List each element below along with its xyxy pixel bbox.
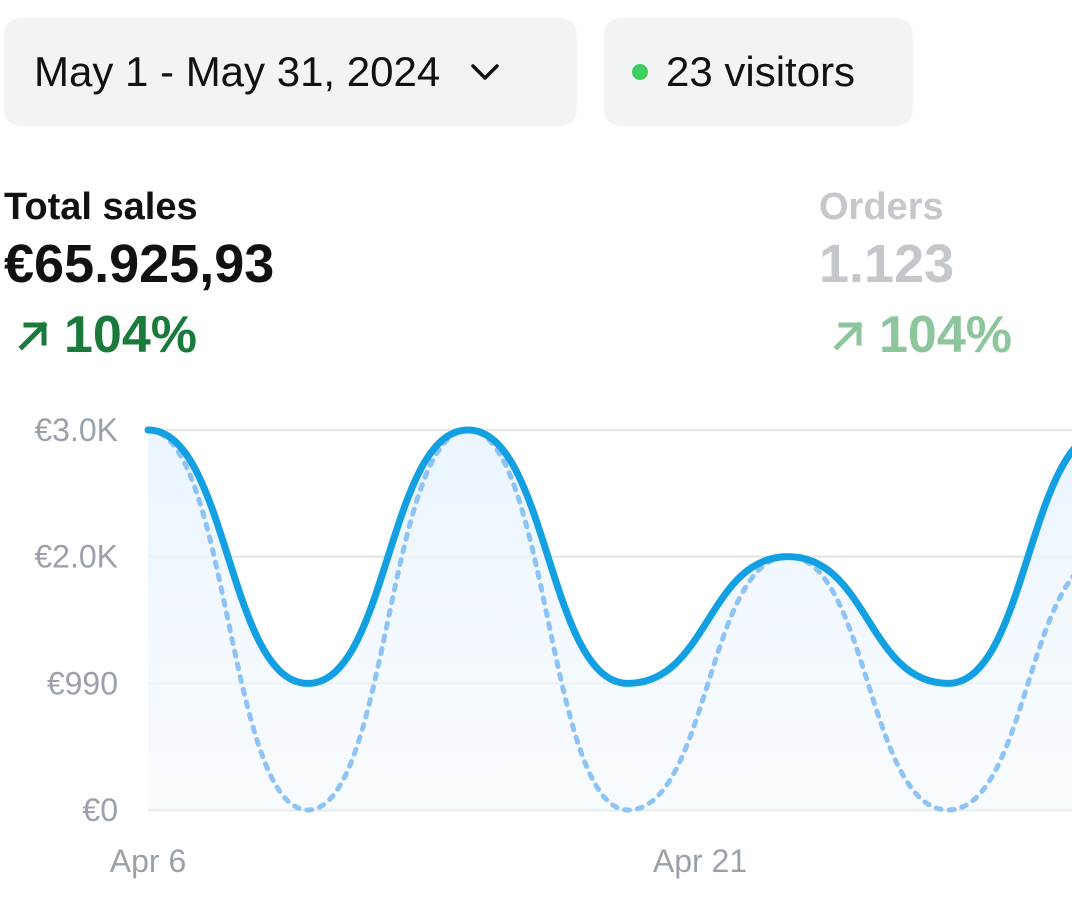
live-status-dot bbox=[632, 64, 648, 80]
chevron-down-icon bbox=[470, 63, 500, 81]
y-tick-label: €0 bbox=[82, 792, 118, 828]
orders-value: 1.123 bbox=[819, 234, 955, 294]
x-tick-label: Apr 6 bbox=[110, 843, 186, 879]
arrow-up-right-icon bbox=[18, 321, 48, 351]
date-range-selector[interactable]: May 1 - May 31, 2024 bbox=[4, 18, 577, 126]
sales-area-fill bbox=[148, 430, 1072, 810]
y-tick-label: €2.0K bbox=[34, 539, 118, 575]
visitors-count: 23 visitors bbox=[666, 48, 856, 95]
orders-label: Orders bbox=[819, 186, 944, 228]
orders-change-value: 104% bbox=[879, 306, 1012, 364]
total-sales-value: €65.925,93 bbox=[4, 234, 275, 294]
total-sales-change-value: 104% bbox=[64, 306, 197, 364]
date-range-label: May 1 - May 31, 2024 bbox=[34, 48, 441, 95]
live-visitors-badge[interactable]: 23 visitors bbox=[604, 18, 913, 126]
x-tick-label: Apr 21 bbox=[653, 843, 747, 879]
arrow-up-right-icon bbox=[833, 321, 863, 351]
comparison-series-line bbox=[145, 427, 1072, 813]
sales-line-chart: €0 €990 €2.0K €3.0K Apr 6 Apr 21 bbox=[34, 412, 1072, 879]
y-tick-label: €3.0K bbox=[34, 412, 118, 448]
orders-metric[interactable]: Orders 1.123 104% bbox=[819, 186, 1012, 365]
total-sales-label: Total sales bbox=[4, 186, 198, 228]
total-sales-metric[interactable]: Total sales €65.925,93 104% bbox=[4, 186, 274, 365]
total-sales-change: 104% bbox=[4, 305, 274, 365]
sales-series-line bbox=[144, 426, 1072, 687]
orders-change: 104% bbox=[819, 305, 1012, 365]
y-tick-label: €990 bbox=[47, 665, 118, 701]
